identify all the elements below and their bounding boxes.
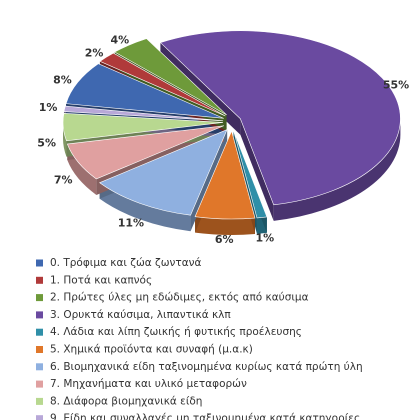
slice xyxy=(194,130,256,220)
data-label: 2% xyxy=(85,47,104,60)
data-label: 4% xyxy=(110,34,129,47)
legend-swatch xyxy=(36,259,43,267)
data-label: 1% xyxy=(256,231,275,244)
slice xyxy=(99,128,228,216)
data-label: 1% xyxy=(39,101,58,114)
data-label: 8% xyxy=(53,73,72,86)
legend-swatch xyxy=(36,328,43,336)
legend-label: 5. Χημικά προϊόντα και συναφή (μ.α.κ) xyxy=(50,344,253,356)
data-label: 7% xyxy=(54,173,73,186)
slice xyxy=(233,130,268,219)
slice xyxy=(63,105,224,122)
slice xyxy=(62,112,224,142)
slice xyxy=(65,63,224,119)
legend-swatch xyxy=(36,380,43,388)
legend-swatch xyxy=(36,311,43,319)
legend-label: 3. Ορυκτά καύσιμα, λιπαντικά κλπ xyxy=(50,309,231,321)
legend-swatch xyxy=(36,346,43,353)
legend-swatch xyxy=(36,294,43,302)
slice-side xyxy=(99,182,191,232)
legend-label: 1. Ποτά και καπνός xyxy=(50,274,152,286)
legend-label: 9. Είδη και συναλλαγές μη ταξινομημένα κ… xyxy=(50,413,360,420)
legend-label: 2. Πρώτες ύλες μη εδώδιμες, εκτός από κα… xyxy=(50,292,309,304)
data-label: 11% xyxy=(118,217,144,230)
data-label: 6% xyxy=(215,233,234,246)
legend-label: 4. Λάδια και λίπη ζωικής ή φυτικής προέλ… xyxy=(50,326,302,338)
legend-swatch xyxy=(36,397,43,405)
legend-swatch xyxy=(36,415,43,420)
data-label: 5% xyxy=(37,136,56,149)
slice xyxy=(66,125,224,180)
legend-label: 0. Τρόφιμα και ζώα ζωντανά xyxy=(50,257,202,269)
slice xyxy=(113,38,227,116)
slice-side xyxy=(67,144,97,195)
legend-label: 6. Βιομηχανικά είδη ταξινομημένα κυρίως … xyxy=(50,361,363,373)
slice xyxy=(99,52,226,117)
slice-side xyxy=(273,118,401,221)
legend-label: 7. Μηχανήματα και υλικό μεταφορών xyxy=(50,378,247,390)
slice-side xyxy=(195,216,255,235)
data-label: 55% xyxy=(383,78,409,91)
legend-swatch xyxy=(36,276,43,284)
legend-label: 8. Διάφορα βιομηχανικά είδη xyxy=(50,395,202,407)
slice-side xyxy=(63,122,67,157)
slice xyxy=(159,30,401,206)
legend-swatch xyxy=(36,363,43,371)
slice-cut xyxy=(240,118,274,221)
